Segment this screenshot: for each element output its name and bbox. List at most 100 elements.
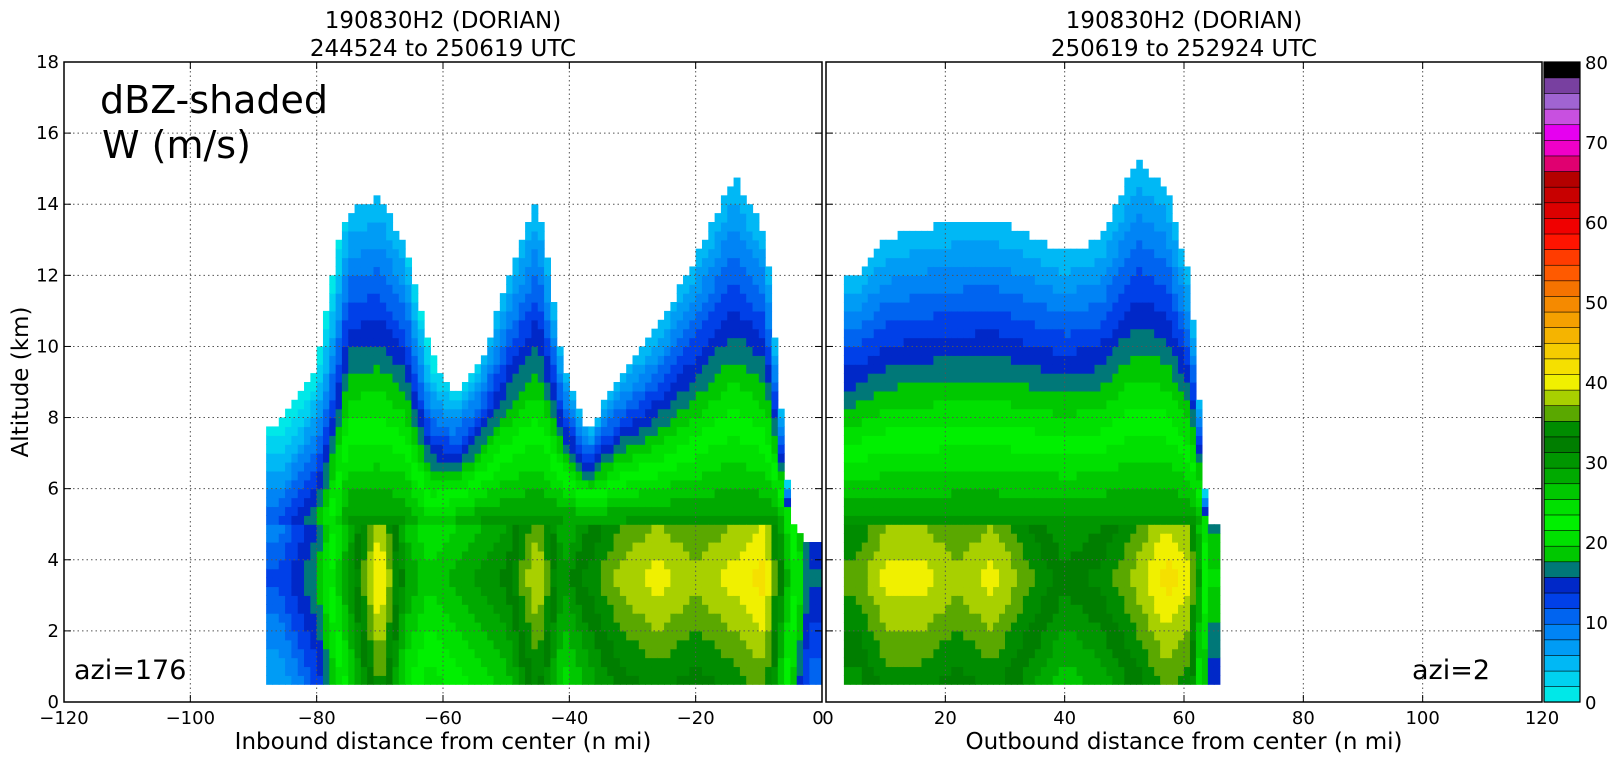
reflectivity-cell — [927, 666, 934, 676]
reflectivity-cell — [480, 470, 488, 481]
reflectivity-cell — [487, 488, 495, 499]
reflectivity-cell — [581, 550, 589, 561]
reflectivity-cell — [714, 648, 722, 659]
reflectivity-cell — [297, 515, 305, 525]
reflectivity-cell — [613, 470, 621, 481]
reflectivity-cell — [963, 444, 970, 454]
reflectivity-cell — [714, 239, 722, 250]
reflectivity-cell — [645, 595, 653, 605]
reflectivity-cell — [975, 390, 982, 401]
reflectivity-cell — [506, 497, 514, 508]
reflectivity-cell — [367, 515, 375, 525]
reflectivity-cell — [909, 426, 917, 436]
reflectivity-cell — [297, 524, 305, 534]
reflectivity-cell — [506, 462, 514, 472]
reflectivity-cell — [701, 595, 709, 605]
reflectivity-cell — [739, 613, 747, 623]
reflectivity-cell — [873, 275, 881, 285]
reflectivity-cell — [594, 444, 602, 454]
reflectivity-cell — [861, 399, 869, 410]
reflectivity-cell — [752, 346, 760, 356]
reflectivity-cell — [272, 515, 280, 525]
reflectivity-cell — [588, 657, 596, 668]
reflectivity-cell — [891, 328, 899, 339]
reflectivity-cell — [739, 568, 747, 579]
reflectivity-cell — [945, 595, 952, 605]
reflectivity-cell — [927, 337, 934, 348]
reflectivity-cell — [664, 657, 671, 668]
reflectivity-cell — [873, 515, 881, 525]
reflectivity-cell — [867, 417, 875, 428]
reflectivity-cell — [537, 479, 545, 490]
reflectivity-cell — [758, 622, 766, 632]
reflectivity-cell — [708, 373, 716, 383]
reflectivity-cell — [556, 444, 564, 454]
reflectivity-cell — [933, 630, 940, 641]
reflectivity-cell — [921, 239, 929, 250]
reflectivity-cell — [373, 675, 381, 685]
reflectivity-cell — [733, 222, 741, 232]
reflectivity-cell — [720, 204, 728, 214]
reflectivity-cell — [297, 444, 305, 454]
reflectivity-cell — [455, 462, 463, 472]
reflectivity-cell — [354, 630, 362, 641]
reflectivity-cell — [957, 257, 964, 268]
reflectivity-cell — [367, 524, 375, 534]
reflectivity-cell — [951, 488, 958, 499]
reflectivity-cell — [455, 613, 463, 623]
reflectivity-cell — [272, 550, 280, 561]
reflectivity-cell — [537, 319, 545, 330]
reflectivity-cell — [849, 550, 857, 561]
reflectivity-cell — [619, 533, 627, 543]
reflectivity-cell — [417, 533, 425, 543]
reflectivity-cell — [879, 417, 887, 428]
reflectivity-cell — [487, 417, 495, 428]
reflectivity-cell — [285, 622, 292, 632]
reflectivity-cell — [645, 568, 653, 579]
reflectivity-cell — [354, 417, 362, 428]
reflectivity-cell — [335, 266, 343, 276]
reflectivity-cell — [626, 417, 634, 428]
reflectivity-cell — [855, 390, 863, 401]
reflectivity-cell — [632, 399, 640, 410]
reflectivity-cell — [957, 613, 964, 623]
reflectivity-cell — [873, 390, 881, 401]
reflectivity-cell — [975, 613, 982, 623]
reflectivity-cell — [861, 462, 869, 472]
reflectivity-cell — [544, 586, 551, 596]
reflectivity-cell — [927, 479, 934, 490]
reflectivity-cell — [278, 550, 286, 561]
reflectivity-cell — [670, 479, 678, 490]
reflectivity-cell — [921, 302, 929, 312]
reflectivity-cell — [784, 559, 792, 570]
reflectivity-cell — [758, 577, 766, 588]
reflectivity-cell — [569, 586, 577, 596]
reflectivity-cell — [695, 453, 703, 463]
reflectivity-cell — [701, 639, 709, 650]
reflectivity-cell — [512, 408, 520, 419]
reflectivity-cell — [461, 622, 469, 632]
reflectivity-cell — [645, 648, 653, 659]
y-tick-label: 2 — [48, 621, 59, 642]
reflectivity-cell — [310, 657, 318, 668]
reflectivity-cell — [651, 533, 659, 543]
reflectivity-cell — [379, 204, 387, 214]
reflectivity-cell — [695, 302, 703, 312]
reflectivity-cell — [424, 657, 431, 668]
reflectivity-cell — [909, 275, 917, 285]
reflectivity-cell — [373, 568, 381, 579]
reflectivity-cell — [969, 515, 976, 525]
reflectivity-cell — [449, 524, 457, 534]
reflectivity-cell — [933, 266, 940, 276]
reflectivity-cell — [272, 675, 280, 685]
reflectivity-cell — [506, 657, 514, 668]
reflectivity-cell — [758, 355, 766, 365]
reflectivity-cell — [341, 337, 349, 348]
reflectivity-cell — [493, 595, 501, 605]
reflectivity-cell — [897, 257, 905, 268]
reflectivity-cell — [867, 364, 875, 374]
reflectivity-cell — [360, 275, 368, 285]
reflectivity-cell — [733, 542, 741, 552]
reflectivity-cell — [657, 390, 665, 401]
